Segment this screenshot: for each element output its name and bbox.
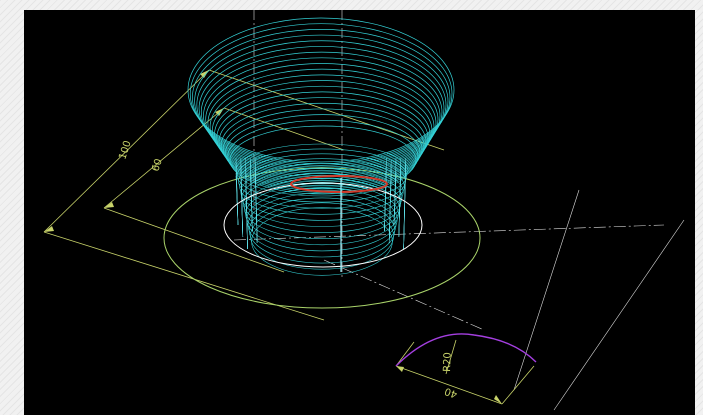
dimension-r20-label: R20 <box>442 352 454 372</box>
cylinder-base-circle <box>223 182 423 268</box>
cad-drawing-svg: 100 60 40 R20 <box>43 10 685 411</box>
dimension-lines <box>43 69 535 405</box>
hatch-line <box>245 172 248 250</box>
cylinder-ring <box>236 148 408 203</box>
red-core <box>290 175 388 193</box>
flare-ring <box>229 125 417 195</box>
hatch-line <box>388 169 392 244</box>
hatch-line <box>254 163 258 244</box>
flare-ring <box>214 85 431 183</box>
profile-arc <box>395 333 537 367</box>
flare-ring <box>223 108 423 190</box>
flare-ring <box>192 29 451 166</box>
hatch-line <box>250 157 253 232</box>
flare-ring <box>205 63 439 176</box>
cylinder-hatch <box>235 157 406 250</box>
cad-viewport[interactable]: 100 60 40 R20 <box>24 10 695 415</box>
flare-ring <box>189 23 453 165</box>
hatch-line <box>235 160 239 226</box>
dimension-40-label: 40 <box>443 385 459 400</box>
hatch-line <box>384 163 387 232</box>
flare-ring <box>200 51 443 173</box>
cylinder-ring <box>248 197 396 264</box>
cylinder-ring <box>242 173 402 233</box>
flare-ring <box>216 91 429 185</box>
flare-ring <box>203 57 441 175</box>
flare-ring <box>218 97 427 186</box>
dimension-60-label: 60 <box>150 157 164 173</box>
flare-ring <box>209 74 435 180</box>
flare-ring <box>211 80 433 181</box>
flare-ring <box>187 17 455 163</box>
hatch-line <box>240 166 244 238</box>
cylinder-ring <box>240 163 404 221</box>
dimension-100-label: 100 <box>117 139 133 161</box>
cylinder-rings <box>235 143 409 276</box>
ground-circle <box>163 167 481 309</box>
flare-ring <box>198 46 445 171</box>
flare-ring <box>194 34 449 168</box>
hatch-line <box>393 175 397 226</box>
flare-ring <box>220 102 425 188</box>
cylinder-ring <box>239 158 405 215</box>
cylinder-ring <box>251 207 393 276</box>
flare-ring <box>207 68 437 178</box>
cylinder-ring <box>250 202 394 270</box>
hatch-line <box>403 166 406 250</box>
construction-lines <box>233 189 685 411</box>
cylinder-ring <box>247 192 397 258</box>
